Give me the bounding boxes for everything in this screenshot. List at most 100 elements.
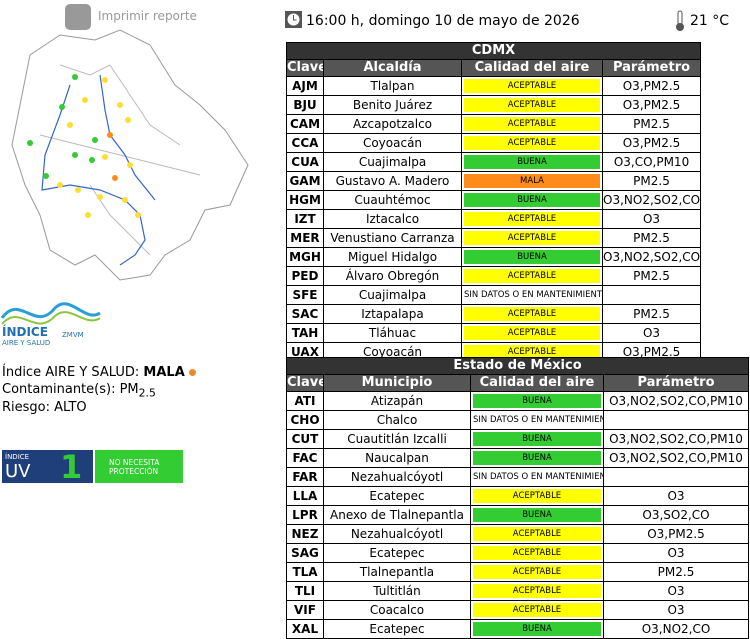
parameter: O3,PM2.5 [603, 524, 749, 544]
station-row: TLI Tultitlán ACEPTABLE O3 [286, 581, 749, 601]
parameter [603, 410, 749, 430]
station-name: Atizapán [323, 391, 471, 411]
station-code: TLI [286, 581, 324, 601]
parameter: O3 [603, 581, 749, 601]
quality-cell: ACEPTABLE [461, 266, 603, 286]
print-button[interactable]: Imprimir reporte [98, 9, 197, 23]
parameter: O3 [601, 209, 702, 229]
quality: BUENA [473, 622, 601, 636]
parameter: O3,NO2,SO2,CO,PM10 [603, 429, 749, 449]
quality-cell: ACEPTABLE [470, 524, 604, 544]
station-name: Cuajimalpa [323, 285, 462, 305]
column-header: Calidad del aire [470, 374, 604, 392]
table-title: Estado de México [286, 357, 749, 375]
station-row: HGM Cuauhtémoc BUENA O3,NO2,SO2,CO [286, 190, 702, 210]
quality: ACEPTABLE [464, 345, 600, 359]
index-label: Índice AIRE Y SALUD: [2, 365, 140, 380]
quality-cell: ACEPTABLE [470, 600, 604, 620]
uv-label: ÍNDICE [5, 453, 30, 461]
quality: BUENA [473, 432, 601, 446]
station-code: PED [286, 266, 324, 286]
station-row: CCA Coyoacán ACEPTABLE O3,PM2.5 [286, 133, 702, 153]
station-row: FAC Naucalpan BUENA O3,NO2,SO2,CO,PM10 [286, 448, 749, 468]
station-row: SFE Cuajimalpa SIN DATOS O EN MANTENIMIENT… [286, 285, 702, 305]
station-name: Iztacalco [323, 209, 462, 229]
station-name: Tláhuac [323, 323, 462, 343]
quality: SIN DATOS O EN MANTENIMIENTO [473, 415, 604, 425]
station-code: XAL [286, 619, 324, 639]
print-icon[interactable] [65, 4, 91, 30]
clock-icon [285, 11, 302, 28]
datetime: 16:00 h, domingo 10 de mayo de 2026 [306, 13, 580, 29]
station-code: HGM [286, 190, 324, 210]
header-row: Clave Alcaldía Calidad del aire Parámetro [286, 59, 702, 77]
quality: SIN DATOS O EN MANTENIMIENTO [473, 472, 604, 482]
station-row: TAH Tláhuac ACEPTABLE O3 [286, 323, 702, 343]
parameter: O3,CO,PM10 [601, 152, 702, 172]
risk: Riesgo: ALTO [2, 400, 87, 415]
index-value: MALA [143, 365, 185, 380]
station-row: CAM Azcapotzalco ACEPTABLE PM2.5 [286, 114, 702, 134]
quality-cell: BUENA [461, 190, 603, 210]
quality: ACEPTABLE [473, 584, 601, 598]
uv-badge: ÍNDICE UV 1 [2, 448, 93, 486]
uv-message: NO NECESITA PROTECCIÓN [95, 450, 183, 483]
station-code: TAH [286, 323, 324, 343]
quality: ACEPTABLE [464, 136, 600, 150]
quality-cell: MALA [461, 171, 603, 191]
parameter: O3 [603, 600, 749, 620]
quality-cell: SIN DATOS O EN MANTENIMIENTO [470, 410, 604, 430]
parameter: O3,PM2.5 [601, 76, 702, 96]
parameter: O3,SO2,CO [603, 505, 749, 525]
column-header: Alcaldía [323, 59, 462, 77]
station-name: Iztapalapa [323, 304, 462, 324]
station-row: SAC Iztapalapa ACEPTABLE PM2.5 [286, 304, 702, 324]
quality: ACEPTABLE [464, 307, 600, 321]
station-code: VIF [286, 600, 324, 620]
quality: BUENA [464, 193, 600, 207]
station-row: ATI Atizapán BUENA O3,NO2,SO2,CO,PM10 [286, 391, 749, 411]
index-line: Índice AIRE Y SALUD: MALA [2, 365, 196, 380]
station-name: Gustavo A. Madero [323, 171, 462, 191]
header-row: Clave Municipio Calidad del aire Parámetro [286, 374, 749, 392]
pollutant-line: Contaminante(s): PM2.5 [2, 382, 156, 400]
quality: ACEPTABLE [464, 98, 600, 112]
quality: ACEPTABLE [473, 546, 601, 560]
station-code: SAC [286, 304, 324, 324]
station-code: MER [286, 228, 324, 248]
parameter: PM2.5 [601, 114, 702, 134]
quality: ACEPTABLE [464, 326, 600, 340]
quality-cell: ACEPTABLE [461, 228, 603, 248]
quality-cell: ACEPTABLE [461, 95, 603, 115]
quality-cell: SIN DATOS O EN MANTENIMIENTO [461, 285, 603, 305]
table-title: CDMX [285, 42, 702, 60]
station-code: FAR [286, 467, 324, 487]
parameter: PM2.5 [603, 562, 749, 582]
quality-cell: ACEPTABLE [470, 486, 604, 506]
title-row: Estado de México [286, 357, 749, 375]
quality: BUENA [473, 508, 601, 522]
station-code: FAC [286, 448, 324, 468]
quality: ACEPTABLE [473, 565, 601, 579]
quality: SIN DATOS O EN MANTENIMIENTO [464, 290, 603, 300]
thermometer-icon [676, 10, 684, 31]
station-name: Venustiano Carranza [323, 228, 462, 248]
station-name: Álvaro Obregón [323, 266, 462, 286]
station-row: BJU Benito Juárez ACEPTABLE O3,PM2.5 [286, 95, 702, 115]
pollutant-label: Contaminante(s): PM [2, 382, 139, 397]
station-name: Benito Juárez [323, 95, 462, 115]
quality-cell: ACEPTABLE [461, 133, 603, 153]
station-code: MGH [286, 247, 324, 267]
station-row: LLA Ecatepec ACEPTABLE O3 [286, 486, 749, 506]
quality-cell: ACEPTABLE [461, 304, 603, 324]
station-name: Coyoacán [323, 133, 462, 153]
quality-cell: ACEPTABLE [461, 76, 603, 96]
quality-cell: ACEPTABLE [461, 209, 603, 229]
station-name: Tultitlán [323, 581, 471, 601]
station-name: Nezahualcóyotl [323, 524, 471, 544]
station-name: Chalco [323, 410, 471, 430]
quality-cell: BUENA [461, 152, 603, 172]
station-name: Miguel Hidalgo [323, 247, 462, 267]
quality: BUENA [464, 155, 600, 169]
station-code: CAM [286, 114, 324, 134]
